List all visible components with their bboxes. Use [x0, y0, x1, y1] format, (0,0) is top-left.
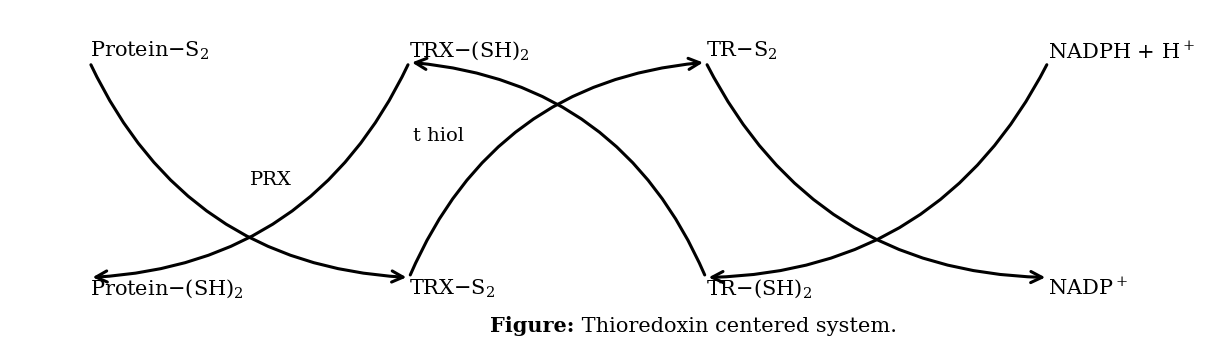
FancyArrowPatch shape: [96, 65, 409, 282]
Text: TR−(SH)$_2$: TR−(SH)$_2$: [705, 278, 812, 300]
Text: PRX: PRX: [249, 171, 292, 189]
FancyArrowPatch shape: [410, 58, 699, 275]
FancyArrowPatch shape: [706, 65, 1042, 282]
Text: Protein−(SH)$_2$: Protein−(SH)$_2$: [90, 278, 243, 300]
Text: t hiol: t hiol: [412, 127, 463, 145]
FancyArrowPatch shape: [713, 65, 1047, 282]
Text: NADPH + H$^+$: NADPH + H$^+$: [1048, 41, 1195, 62]
Text: TR−S$_2$: TR−S$_2$: [705, 40, 777, 62]
Text: TRX−S$_2$: TRX−S$_2$: [409, 278, 496, 300]
FancyArrowPatch shape: [91, 65, 402, 282]
Text: Thioredoxin centered system.: Thioredoxin centered system.: [575, 317, 896, 336]
Text: TRX−(SH)$_2$: TRX−(SH)$_2$: [409, 40, 530, 62]
FancyArrowPatch shape: [416, 58, 705, 275]
Text: Figure:: Figure:: [490, 316, 575, 336]
Text: NADP$^+$: NADP$^+$: [1048, 278, 1127, 299]
Text: Protein−S$_2$: Protein−S$_2$: [90, 40, 209, 62]
